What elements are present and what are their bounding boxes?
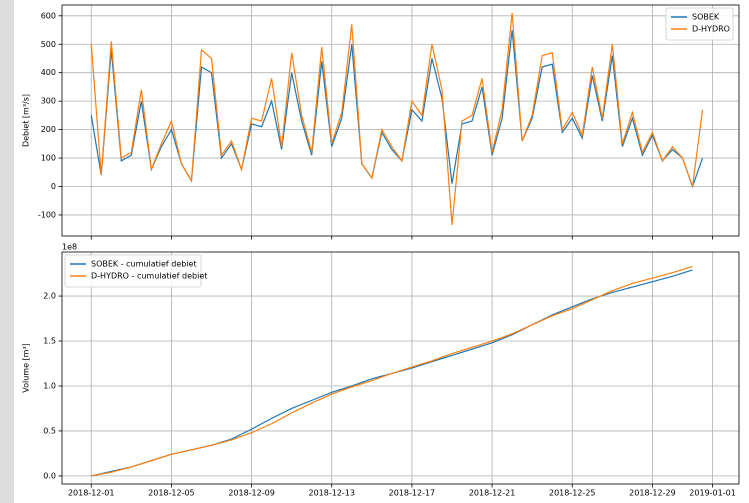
- axes-frame: [61, 251, 740, 485]
- x-tick-label: 2019-01-01: [689, 489, 736, 498]
- x-tick-label: 2018-12-21: [469, 489, 516, 498]
- y-axis-label: Debiet [m³/s]: [22, 94, 31, 147]
- y-tick-label: 400: [41, 68, 56, 77]
- x-tick-label: 2018-12-13: [308, 489, 355, 498]
- y-axis-label: Volume [m³]: [22, 343, 31, 393]
- legend-box: [64, 254, 202, 288]
- legend-label: SOBEK - cumulatief debiet: [91, 260, 197, 269]
- series-line: [91, 265, 693, 477]
- x-tick-label: 2018-12-29: [629, 489, 676, 498]
- legend-label: D-HYDRO: [692, 25, 730, 34]
- legend-label: SOBEK: [692, 13, 720, 22]
- side-strip: [0, 0, 14, 503]
- x-tick-label: 2018-12-09: [228, 489, 275, 498]
- y-tick-label: 0: [51, 182, 56, 191]
- y-tick-label: -100: [38, 210, 56, 219]
- y-tick-label: 200: [41, 125, 56, 134]
- x-tick-label: 2018-12-01: [68, 489, 115, 498]
- y-tick-label: 1.0: [43, 381, 56, 390]
- y-tick-label: 0.0: [43, 471, 56, 480]
- y-tick-label: 2.0: [43, 292, 56, 301]
- y-tick-label: 500: [41, 40, 56, 49]
- y-tick-label: 300: [41, 97, 56, 106]
- series-line: [90, 12, 704, 225]
- y-tick-label: 100: [41, 154, 56, 163]
- axes-frame: [61, 4, 740, 237]
- x-tick-label: 2018-12-25: [549, 489, 596, 498]
- y-tick-label: 0.5: [43, 426, 56, 435]
- y-tick-label: 600: [41, 11, 56, 20]
- legend-label: D-HYDRO - cumulatief debiet: [91, 272, 207, 281]
- legend-box: [665, 7, 734, 41]
- y-tick-label: 1.5: [43, 337, 56, 346]
- x-tick-label: 2018-12-17: [389, 489, 436, 498]
- offset-label: 1e8: [62, 243, 77, 252]
- x-tick-label: 2018-12-05: [148, 489, 195, 498]
